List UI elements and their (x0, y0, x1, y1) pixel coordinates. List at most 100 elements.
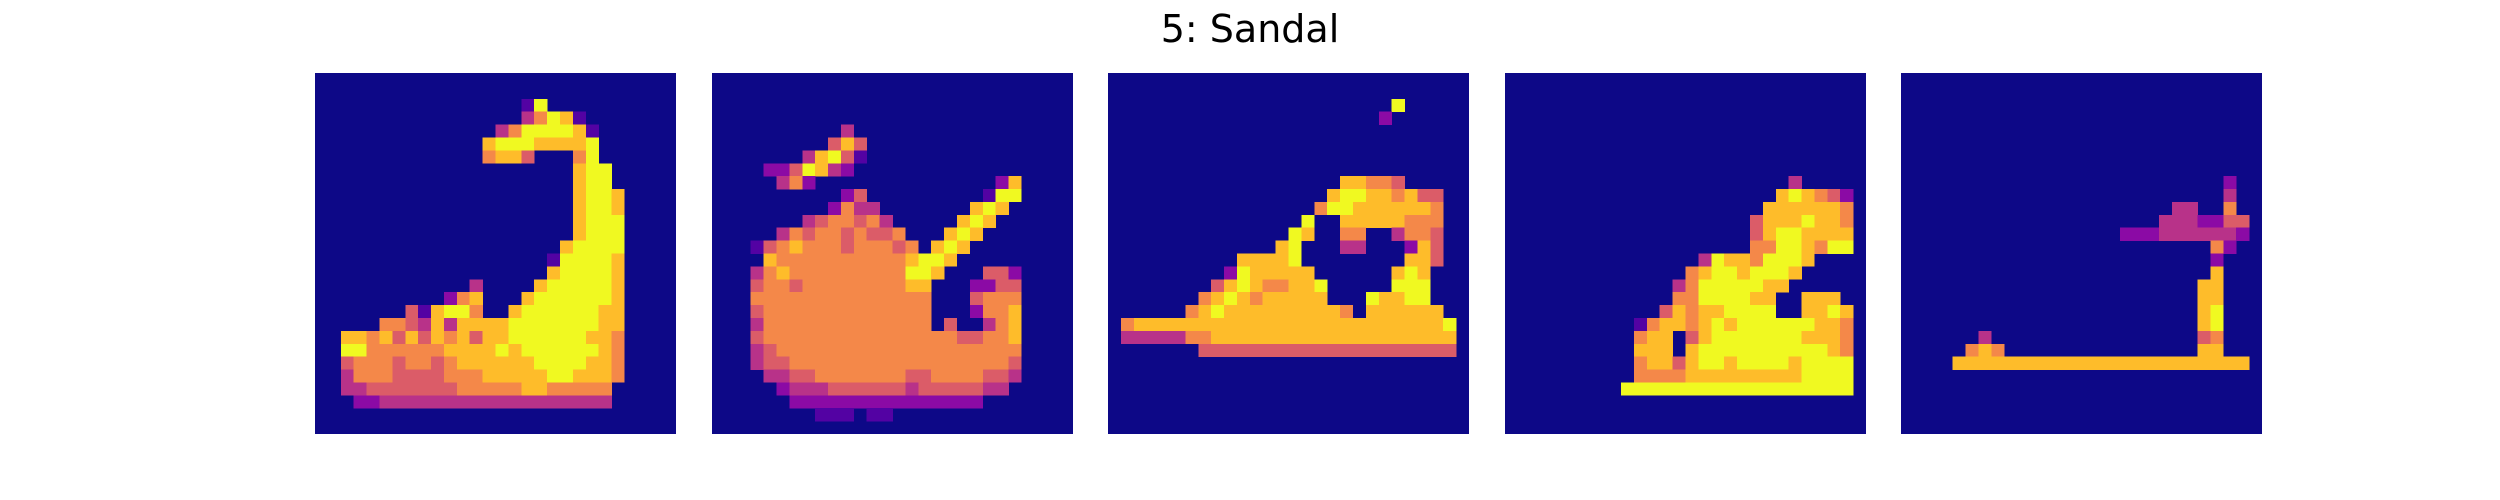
heatmap-cell (1827, 343, 1841, 357)
heatmap-cell (1814, 227, 1828, 241)
heatmap-cell (469, 369, 483, 383)
heatmap-cell (1659, 382, 1673, 396)
heatmap-cell (866, 343, 880, 357)
heatmap-cell (1633, 382, 1648, 396)
heatmap-cell (572, 279, 587, 293)
heatmap-cell (931, 240, 945, 254)
heatmap-cell (1724, 343, 1738, 357)
heatmap-cell (1659, 356, 1673, 370)
heatmap-cell (521, 98, 535, 112)
heatmap-cell (1198, 292, 1212, 306)
heatmap-cell (1749, 343, 1764, 357)
heatmap-cell (585, 330, 599, 345)
heatmap-cell (853, 292, 867, 306)
heatmap-cell (1659, 369, 1673, 383)
heatmap-cell (1621, 382, 1635, 396)
heatmap-cell (828, 408, 842, 422)
heatmap-cell (1711, 266, 1725, 280)
heatmap-cell (1952, 356, 1966, 370)
heatmap-cell (366, 395, 380, 409)
heatmap-cell (1775, 266, 1789, 280)
heatmap-cell (1301, 317, 1315, 332)
heatmap-cell (776, 369, 790, 383)
sandal-heatmap-5 (1901, 73, 2262, 434)
heatmap-cell (1301, 214, 1315, 228)
heatmap-cell (969, 369, 984, 383)
heatmap-cell (559, 369, 574, 383)
sandal-heatmap-2 (712, 73, 1073, 434)
heatmap-cell (840, 382, 855, 396)
heatmap-cell (469, 317, 483, 332)
heatmap-cell (789, 382, 803, 396)
heatmap-cell (1801, 305, 1815, 319)
heatmap-cell (598, 343, 612, 357)
heatmap-cell (405, 343, 419, 357)
heatmap-cell (1314, 279, 1328, 293)
heatmap-cell (1788, 266, 1802, 280)
heatmap-cell (995, 330, 1009, 345)
heatmap-cell (2004, 356, 2018, 370)
heatmap-cell (1365, 189, 1380, 203)
heatmap-cell (405, 395, 419, 409)
heatmap-cell (776, 305, 790, 319)
heatmap-cell (547, 330, 561, 345)
heatmap-cell (1646, 330, 1660, 345)
heatmap-cell (1762, 279, 1777, 293)
heatmap-cell (1430, 201, 1444, 216)
heatmap-cell (2210, 305, 2224, 319)
heatmap-cell (1443, 317, 1457, 332)
heatmap-cell (1749, 317, 1764, 332)
heatmap-cell (572, 305, 587, 319)
heatmap-cell (1762, 214, 1777, 228)
heatmap-cell (585, 369, 599, 383)
heatmap-cell (2145, 356, 2160, 370)
heatmap-cell (1314, 292, 1328, 306)
heatmap-cell (392, 356, 406, 370)
heatmap-cell (840, 124, 855, 138)
heatmap-cell (853, 227, 867, 241)
heatmap-cell (802, 163, 816, 177)
heatmap-cell (1788, 317, 1802, 332)
heatmap-cell (1737, 292, 1751, 306)
heatmap-cell (853, 240, 867, 254)
heatmap-cell (776, 382, 790, 396)
heatmap-cell (1840, 227, 1854, 241)
heatmap-cell (853, 305, 867, 319)
heatmap-cell (1159, 317, 1173, 332)
heatmap-cell (1301, 227, 1315, 241)
heatmap-cell (1262, 253, 1276, 267)
heatmap-cell (1340, 227, 1354, 241)
heatmap-cell (1352, 227, 1367, 241)
heatmap-cell (789, 356, 803, 370)
heatmap-cell (1633, 330, 1648, 345)
heatmap-cell (1417, 227, 1431, 241)
heatmap-cell (1801, 317, 1815, 332)
heatmap-cell (969, 356, 984, 370)
heatmap-cell (1672, 356, 1686, 370)
heatmap-cell (1646, 343, 1660, 357)
heatmap-cell (547, 137, 561, 151)
heatmap-cell (1685, 266, 1699, 280)
heatmap-cell (534, 343, 548, 357)
heatmap-cell (585, 189, 599, 203)
heatmap-cell (585, 214, 599, 228)
heatmap-cell (469, 395, 483, 409)
heatmap-cell (969, 201, 984, 216)
heatmap-cell (1275, 253, 1289, 267)
heatmap-cell (1365, 330, 1380, 345)
heatmap-cell (828, 330, 842, 345)
heatmap-cell (1404, 266, 1418, 280)
heatmap-cell (1698, 253, 1712, 267)
heatmap-cell (802, 279, 816, 293)
heatmap-cell (1749, 356, 1764, 370)
heatmap-cell (1249, 317, 1263, 332)
heatmap-cell (1737, 343, 1751, 357)
heatmap-cell (1198, 330, 1212, 345)
heatmap-cell (2223, 356, 2237, 370)
heatmap-cell (1008, 356, 1022, 370)
heatmap-cell (1275, 292, 1289, 306)
heatmap-cell (995, 343, 1009, 357)
heatmap-cell (1672, 317, 1686, 332)
heatmap-cell (1417, 266, 1431, 280)
heatmap-cell (866, 330, 880, 345)
